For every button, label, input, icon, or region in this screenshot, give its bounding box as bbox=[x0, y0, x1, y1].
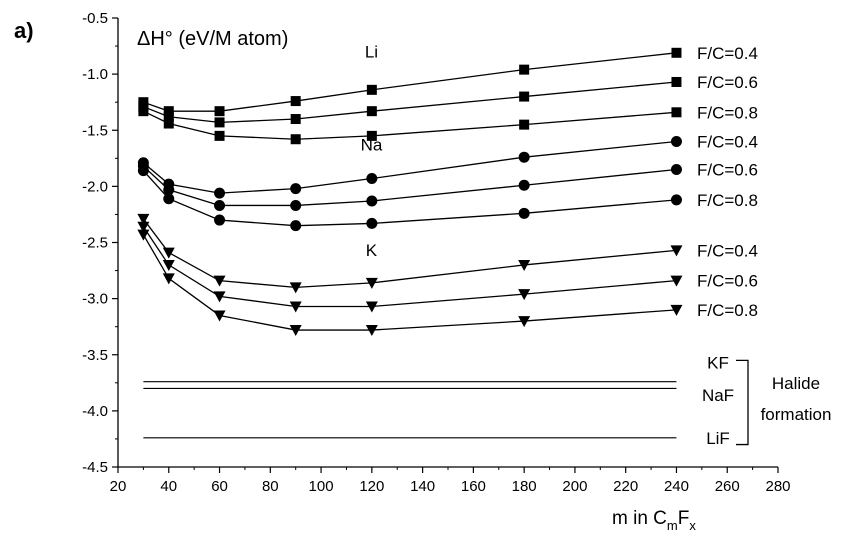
data-point-circle bbox=[214, 215, 225, 226]
x-tick-label: 20 bbox=[110, 478, 127, 495]
data-point-square bbox=[671, 77, 681, 87]
data-point-triangle bbox=[163, 248, 175, 259]
reference-lines: KF NaF LiF Halide formation bbox=[143, 353, 831, 447]
data-point-circle bbox=[138, 165, 149, 176]
data-point-circle bbox=[671, 194, 682, 205]
series-label: F/C=0.8 bbox=[697, 301, 758, 320]
series-line-na-4 bbox=[143, 166, 676, 205]
data-point-square bbox=[138, 106, 148, 116]
series-line-li-1 bbox=[143, 82, 676, 122]
data-point-square bbox=[519, 120, 529, 130]
data-point-circle bbox=[290, 183, 301, 194]
bracket-label-line1: Halide bbox=[772, 374, 820, 393]
data-point-circle bbox=[671, 136, 682, 147]
data-point-triangle bbox=[137, 230, 149, 241]
data-point-circle bbox=[214, 188, 225, 199]
series-label: F/C=0.6 bbox=[697, 161, 758, 180]
y-tick-label: -3.5 bbox=[82, 347, 108, 364]
panel-label: a) bbox=[14, 18, 34, 43]
data-point-square bbox=[164, 119, 174, 129]
group-label-k: K bbox=[366, 241, 378, 260]
data-point-square bbox=[291, 134, 301, 144]
data-point-square bbox=[519, 65, 529, 75]
y-tick-label: -1.5 bbox=[82, 122, 108, 139]
data-point-square bbox=[671, 48, 681, 58]
data-point-square bbox=[215, 106, 225, 116]
x-tick-label: 280 bbox=[765, 478, 790, 495]
data-point-circle bbox=[366, 195, 377, 206]
y-tick-label: -4.5 bbox=[82, 459, 108, 476]
data-point-circle bbox=[163, 193, 174, 204]
y-tick-label: -3.0 bbox=[82, 291, 108, 308]
x-tick-label: 40 bbox=[160, 478, 177, 495]
data-point-circle bbox=[519, 152, 530, 163]
series-line-k-8 bbox=[143, 235, 676, 330]
x-tick-label: 260 bbox=[715, 478, 740, 495]
x-tick-label: 200 bbox=[562, 478, 587, 495]
axes: -0.5 -1.0 -1.5 -2.0 -2.5 -3.0 -3.5 -4.0 -4.520 40… bbox=[82, 10, 790, 495]
data-point-square bbox=[215, 117, 225, 127]
data-point-circle bbox=[366, 173, 377, 184]
series-label: F/C=0.6 bbox=[697, 272, 758, 291]
data-point-triangle bbox=[163, 273, 175, 284]
data-point-triangle bbox=[290, 282, 302, 293]
group-label-li: Li bbox=[365, 42, 378, 61]
data-point-circle bbox=[290, 220, 301, 231]
y-tick-label: -2.0 bbox=[82, 178, 108, 195]
x-tick-label: 60 bbox=[211, 478, 228, 495]
x-tick-label: 80 bbox=[262, 478, 279, 495]
y-tick-label: -4.0 bbox=[82, 403, 108, 420]
series-line-na-3 bbox=[143, 141, 676, 193]
data-point-square bbox=[367, 106, 377, 116]
reference-line-label: KF bbox=[707, 353, 729, 372]
y-tick-label: -0.5 bbox=[82, 10, 108, 27]
x-axis-label-sub2: x bbox=[689, 518, 696, 533]
y-tick-label: -2.5 bbox=[82, 235, 108, 252]
data-point-circle bbox=[519, 180, 530, 191]
data-point-square bbox=[215, 131, 225, 141]
plot-area bbox=[137, 48, 682, 336]
series-label: F/C=0.4 bbox=[697, 44, 758, 63]
data-point-circle bbox=[290, 200, 301, 211]
y-axis-label: ΔH° (eV/M atom) bbox=[137, 28, 288, 50]
data-point-square bbox=[671, 107, 681, 117]
group-label-na: Na bbox=[361, 135, 383, 154]
reference-line-label: NaF bbox=[702, 386, 734, 405]
bracket-label-line2: formation bbox=[761, 405, 832, 424]
x-tick-label: 240 bbox=[664, 478, 689, 495]
x-tick-label: 180 bbox=[512, 478, 537, 495]
x-tick-label: 120 bbox=[359, 478, 384, 495]
series-label: F/C=0.6 bbox=[697, 73, 758, 92]
x-tick-label: 140 bbox=[410, 478, 435, 495]
y-tick-label: -1.0 bbox=[82, 66, 108, 83]
x-axis-label-mid: F bbox=[678, 508, 690, 529]
data-point-square bbox=[291, 114, 301, 124]
x-tick-label: 160 bbox=[461, 478, 486, 495]
data-point-square bbox=[291, 96, 301, 106]
x-axis-label-prefix: m in C bbox=[612, 508, 667, 529]
data-point-circle bbox=[519, 208, 530, 219]
x-axis-label-sub1: m bbox=[667, 518, 678, 533]
data-point-square bbox=[367, 85, 377, 95]
data-point-circle bbox=[671, 164, 682, 175]
data-point-circle bbox=[366, 218, 377, 229]
x-tick-label: 220 bbox=[613, 478, 638, 495]
data-point-circle bbox=[214, 200, 225, 211]
series-label: F/C=0.4 bbox=[697, 132, 758, 151]
halide-bracket bbox=[736, 360, 748, 444]
series-label: F/C=0.4 bbox=[697, 241, 758, 260]
series-label: F/C=0.8 bbox=[697, 103, 758, 122]
series-line-li-0 bbox=[143, 53, 676, 111]
data-point-square bbox=[519, 92, 529, 102]
x-tick-label: 100 bbox=[309, 478, 334, 495]
series-label: F/C=0.8 bbox=[697, 191, 758, 210]
data-point-triangle bbox=[163, 260, 175, 271]
reference-line-label: LiF bbox=[706, 429, 730, 448]
x-axis-label: m in CmFx bbox=[612, 508, 696, 533]
